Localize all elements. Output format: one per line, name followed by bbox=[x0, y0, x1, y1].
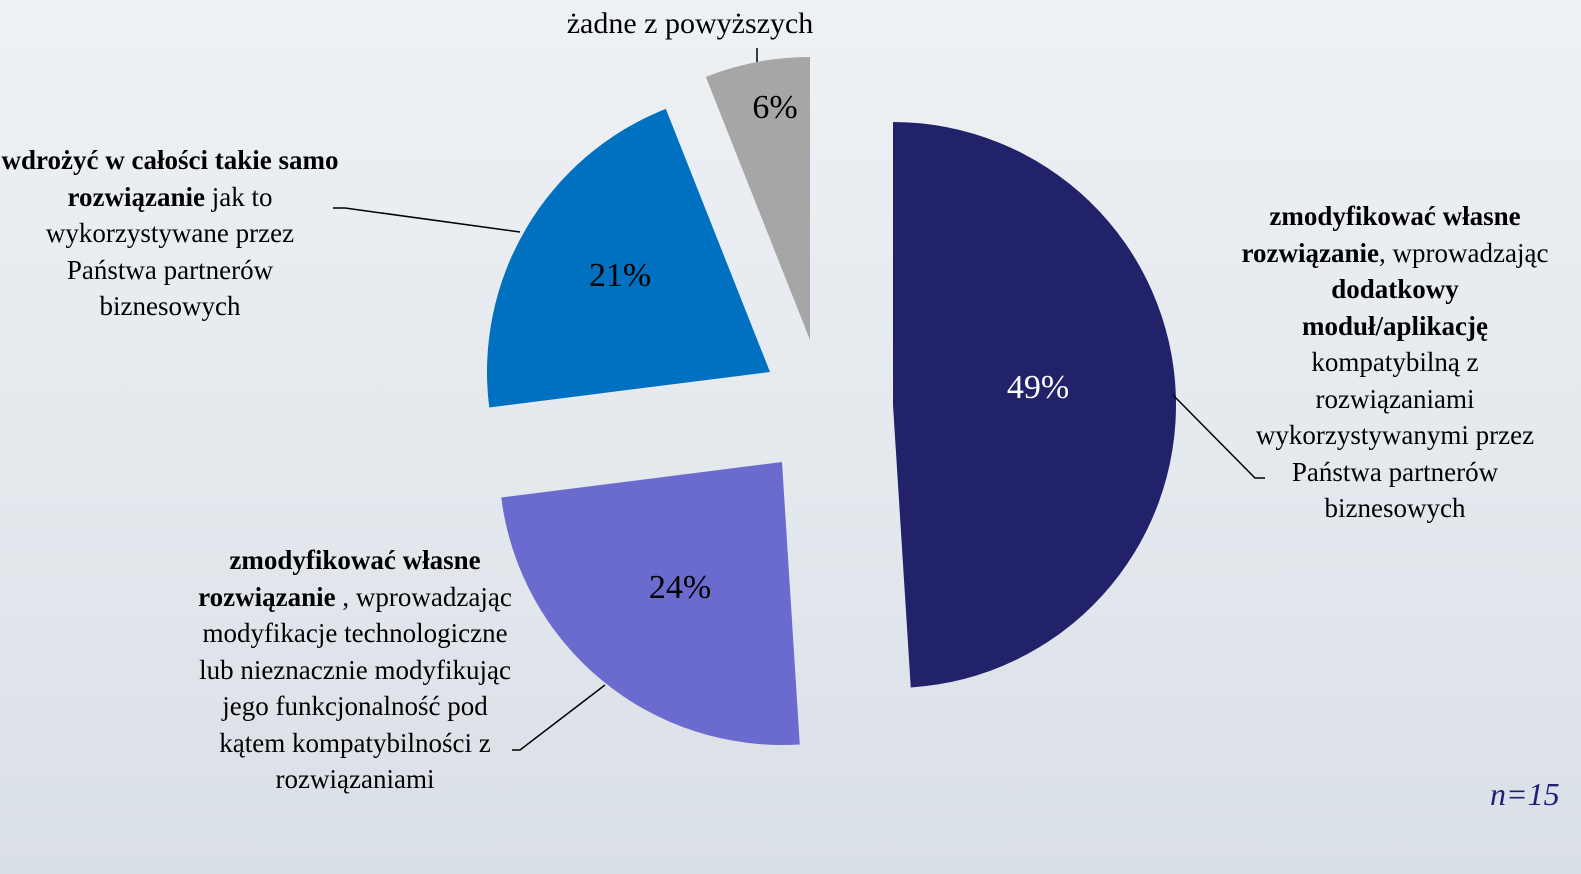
value-label: 24% bbox=[649, 569, 711, 606]
label-part: wdrożyć w całości takie samo rozwiązanie bbox=[2, 145, 339, 212]
label-part: żadne z powyższych bbox=[567, 7, 814, 40]
leader-line bbox=[512, 685, 605, 750]
category-label: zmodyfikować własne rozwiązanie, wprowad… bbox=[1235, 198, 1555, 527]
page: 49% 24% 21% 6% zmodyfikować własne rozwiąza… bbox=[0, 0, 1581, 874]
category-label: żadne z powyższych bbox=[500, 6, 880, 43]
category-label: zmodyfikować własne rozwiązanie , wprowa… bbox=[190, 542, 520, 798]
sample-note: n=15 bbox=[1490, 776, 1560, 813]
label-part: kompatybilną z rozwiązaniami wykorzystyw… bbox=[1256, 347, 1534, 523]
value-label: 6% bbox=[752, 89, 797, 126]
label-part: , wprowadzając modyfikacje technologiczn… bbox=[199, 582, 512, 795]
category-label: wdrożyć w całości takie samo rozwiązanie… bbox=[0, 142, 340, 325]
value-label: 49% bbox=[1007, 369, 1069, 406]
value-label: 21% bbox=[589, 257, 651, 294]
label-part: dodatkowy moduł/aplikację bbox=[1302, 274, 1488, 341]
leader-line bbox=[333, 208, 520, 232]
label-part: , wprowadzając bbox=[1379, 238, 1548, 268]
